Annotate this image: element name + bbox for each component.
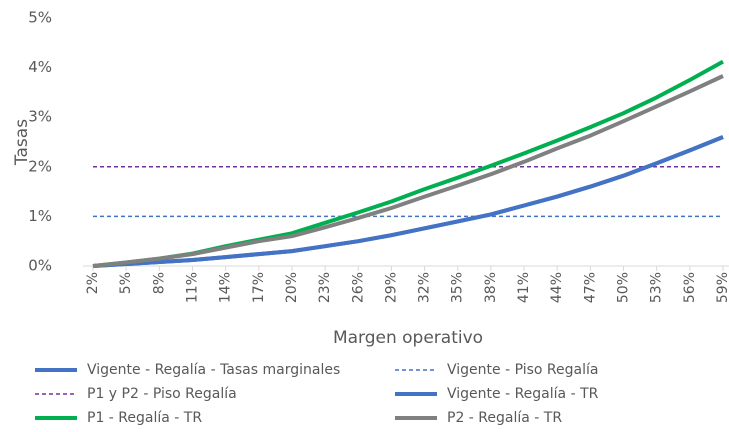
x-tick-label: 14%	[218, 272, 234, 303]
x-tick-label: 59%	[715, 272, 729, 303]
legend-label: Vigente - Piso Regalía	[447, 362, 598, 378]
x-tick-label: 41%	[516, 272, 532, 303]
x-tick-label: 35%	[450, 272, 466, 303]
legend-label: P1 y P2 - Piso Regalía	[87, 386, 237, 402]
y-tick-label: 5%	[28, 9, 52, 27]
legend-label: P2 - Regalía - TR	[447, 410, 562, 426]
y-tick-label: 0%	[28, 257, 52, 275]
legend-label: Vigente - Regalía - TR	[447, 386, 599, 402]
x-tick-label: 53%	[649, 272, 665, 303]
x-axis-title: Margen operativo	[333, 328, 483, 348]
line-series	[92, 135, 724, 268]
x-tick-label: 2%	[85, 272, 101, 294]
x-tick-label: 32%	[417, 272, 433, 303]
y-tick-label: 1%	[28, 207, 52, 225]
x-tick-label: 5%	[118, 272, 134, 294]
y-tick-label: 3%	[28, 108, 52, 126]
x-tick-label: 29%	[383, 272, 399, 303]
legend-label: Vigente - Regalía - Tasas marginales	[87, 362, 340, 378]
y-tick-label: 4%	[28, 58, 52, 76]
legend-label: P1 - Regalía - TR	[87, 410, 202, 426]
line-series	[92, 74, 724, 268]
x-tick-label: 47%	[582, 272, 598, 303]
x-tick-label: 11%	[184, 272, 200, 303]
y-tick-label: 2%	[28, 157, 52, 175]
x-tick-label: 8%	[151, 272, 167, 294]
x-tick-label: 56%	[682, 272, 698, 303]
x-tick-label: 20%	[284, 272, 300, 303]
x-tick-label: 50%	[616, 272, 632, 303]
x-tick-label: 26%	[350, 272, 366, 303]
x-tick-label: 44%	[549, 272, 565, 303]
x-tick-label: 23%	[317, 272, 333, 303]
y-axis-title: Tasas	[12, 119, 32, 166]
line-series	[92, 59, 724, 268]
x-tick-label: 17%	[251, 272, 267, 303]
x-tick-label: 38%	[483, 272, 499, 303]
